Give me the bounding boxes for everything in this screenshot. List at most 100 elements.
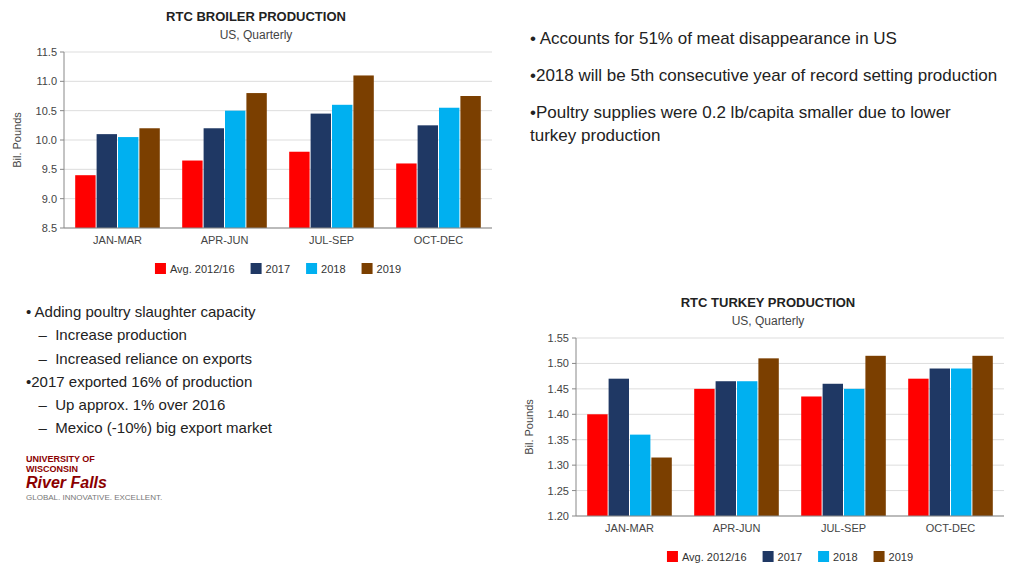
logo-text: UNIVERSITY OF WISCONSIN — [26, 454, 496, 475]
legend-swatch — [763, 551, 774, 562]
tick-label: 10.0 — [36, 134, 57, 146]
bar — [801, 396, 821, 516]
annotation: •Poultry supplies were 0.2 lb/capita sma… — [530, 102, 1000, 148]
grid-line — [64, 110, 492, 111]
annotation: – Increase production — [26, 323, 496, 346]
x-axis-line — [64, 228, 492, 229]
legend-label: 2017 — [778, 551, 802, 563]
bar — [75, 175, 95, 228]
grid-line — [64, 228, 492, 229]
legend-item: 2019 — [362, 263, 401, 275]
bar — [758, 358, 778, 516]
chart-panel: RTC TURKEY PRODUCTIONUS, QuarterlyBil. P… — [520, 292, 1016, 570]
bars — [75, 75, 481, 228]
bar — [609, 379, 629, 516]
legend-swatch — [667, 551, 678, 562]
legend-item: 2017 — [251, 263, 290, 275]
bar — [182, 161, 202, 228]
tick-label: 11.5 — [36, 46, 57, 58]
legend-label: 2018 — [321, 263, 345, 275]
tick-mark — [60, 228, 64, 229]
tick-mark — [572, 490, 576, 491]
y-axis-label: Bil. Pounds — [523, 399, 535, 455]
bar — [353, 75, 373, 228]
bar — [587, 414, 607, 516]
grid-line — [64, 81, 492, 82]
category-label: APR-JUN — [713, 522, 761, 534]
logo-text: River Falls — [26, 474, 496, 492]
tick-mark — [572, 338, 576, 339]
y-axis-line — [64, 52, 65, 228]
grid-line — [576, 363, 1004, 364]
bar — [311, 114, 331, 228]
logo-text: GLOBAL. INNOVATIVE. EXCELLENT. — [26, 493, 496, 502]
legend-swatch — [362, 263, 373, 274]
subtitle: US, Quarterly — [732, 314, 805, 328]
tick-label: 1.40 — [548, 408, 569, 420]
legend-item: 2018 — [306, 263, 345, 275]
bar — [97, 134, 117, 228]
bar — [289, 152, 309, 228]
tick-label: 1.30 — [548, 459, 569, 471]
bar — [694, 389, 714, 516]
y-axis-line — [576, 338, 577, 516]
bar — [460, 96, 480, 228]
grid-line — [576, 516, 1004, 517]
category-label: OCT-DEC — [926, 522, 976, 534]
chart: RTC TURKEY PRODUCTIONUS, QuarterlyBil. P… — [520, 292, 1016, 570]
tick-label: 8.5 — [42, 222, 57, 234]
tick-label: 1.25 — [548, 485, 569, 497]
bar — [204, 128, 224, 228]
bar — [908, 379, 928, 516]
x-axis-line — [576, 516, 1004, 517]
bar — [865, 356, 885, 516]
tick-label: 1.55 — [548, 332, 569, 344]
legend: Avg. 2012/16201720182019 — [667, 551, 913, 563]
bar — [823, 384, 843, 516]
legend: Avg. 2012/16 2017 2018 2019 — [155, 263, 401, 275]
annotation: – Increased reliance on exports — [26, 347, 496, 370]
legend-label: Avg. 2012/16 — [170, 263, 235, 275]
legend-swatch — [818, 551, 829, 562]
y-axis-label: Bil. Pounds — [11, 112, 23, 168]
annotation: •2018 will be 5th consecutive year of re… — [530, 65, 1000, 88]
subtitle: US, Quarterly — [220, 28, 293, 42]
annotation: •2017 exported 16% of production — [26, 370, 496, 393]
legend-label: 2017 — [266, 263, 290, 275]
tick-mark — [60, 52, 64, 53]
tick-mark — [572, 388, 576, 389]
title: RTC BROILER PRODUCTION — [166, 9, 346, 24]
bar — [630, 435, 650, 516]
annotation: • Adding poultry slaughter capacity — [26, 300, 496, 323]
legend-label: Avg. 2012/16 — [682, 551, 747, 563]
bar — [844, 389, 864, 516]
tick-mark — [60, 169, 64, 170]
legend-label: 2019 — [377, 263, 401, 275]
annotation: – Mexico (-10%) big export market — [26, 416, 496, 439]
bar — [651, 458, 671, 516]
legend-item: 2019 — [874, 551, 913, 563]
legend-swatch — [874, 551, 885, 562]
category-label: JAN-MAR — [93, 234, 142, 246]
tick-mark — [60, 140, 64, 141]
bar — [716, 381, 736, 516]
bar — [139, 128, 159, 228]
legend-swatch — [306, 263, 317, 274]
tick-mark — [60, 198, 64, 199]
legend-item: 2017 — [763, 551, 802, 563]
legend-item: Avg. 2012/16 — [667, 551, 747, 563]
bar — [951, 369, 971, 516]
tick-mark — [572, 363, 576, 364]
tick-mark — [572, 439, 576, 440]
legend-label: 2019 — [889, 551, 913, 563]
tick-label: 9.0 — [42, 193, 57, 205]
annotation: • Accounts for 51% of meat disappearance… — [530, 28, 1000, 51]
bar — [396, 163, 416, 228]
bars — [587, 356, 993, 516]
bar — [332, 105, 352, 228]
bar — [737, 381, 757, 516]
category-label: OCT-DEC — [414, 234, 464, 246]
bar — [972, 356, 992, 516]
legend-swatch — [251, 263, 262, 274]
tick-mark — [60, 110, 64, 111]
